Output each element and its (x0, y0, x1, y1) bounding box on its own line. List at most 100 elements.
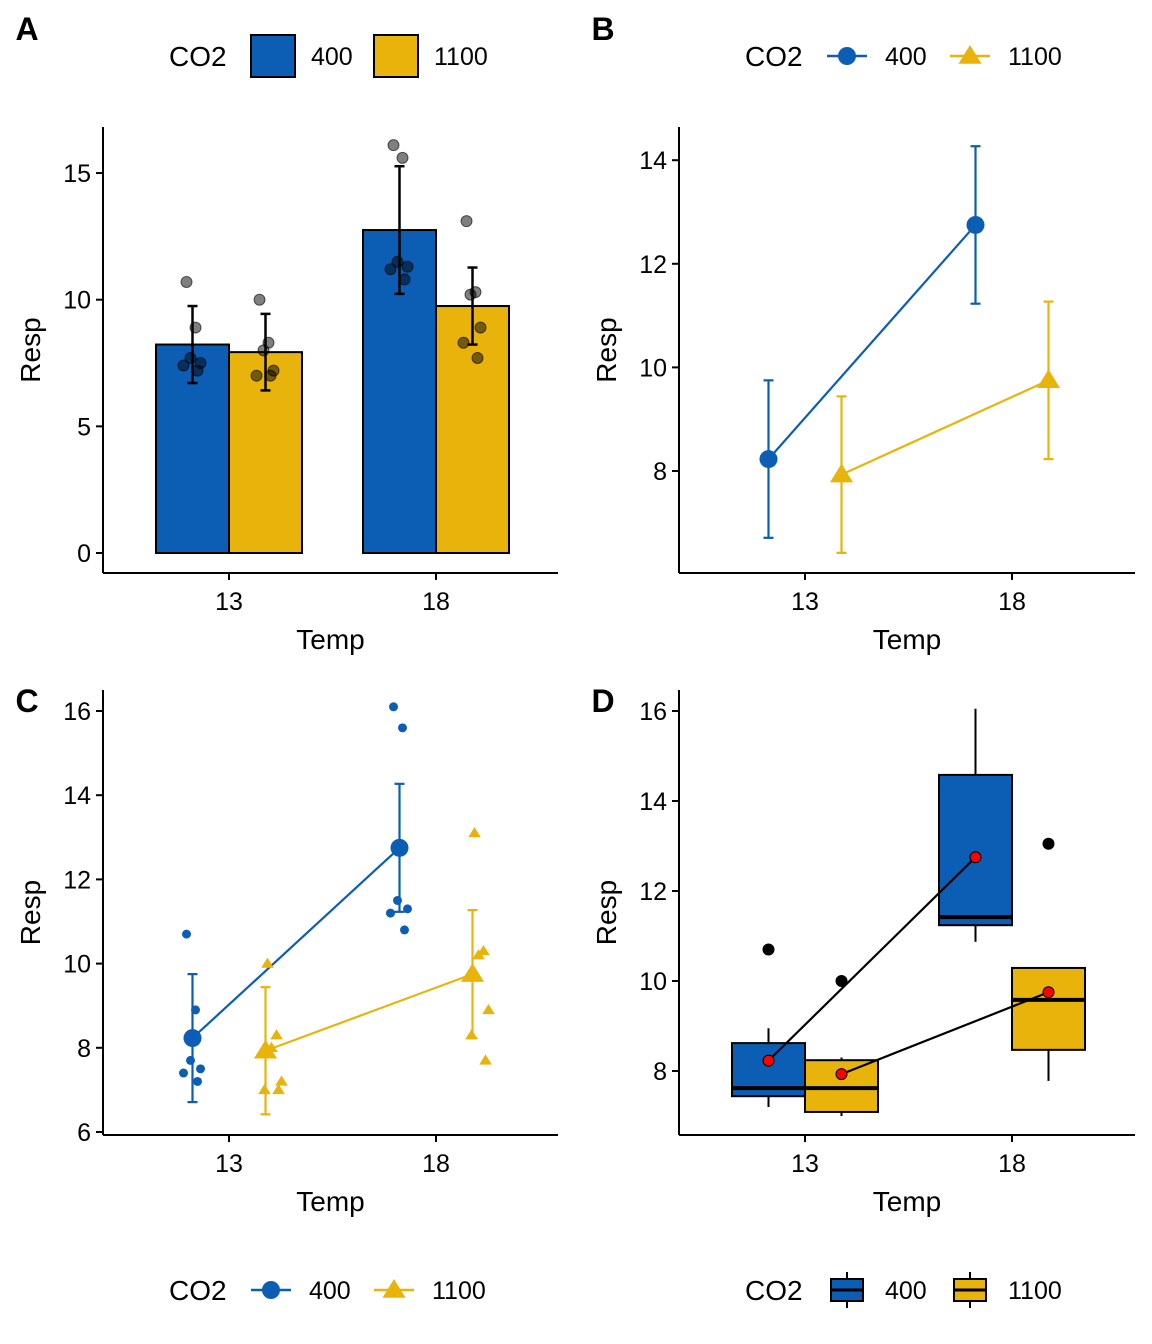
y-axis-label: Resp (15, 880, 46, 945)
y-axis-label: Resp (591, 880, 622, 945)
mean-line (767, 856, 977, 1062)
y-tick-label: 8 (653, 1058, 667, 1086)
legend-title: CO2 (745, 1275, 803, 1306)
data-point (474, 321, 487, 334)
data-point (472, 949, 485, 960)
y-tick-label: 6 (77, 1119, 91, 1147)
mean-marker (1036, 369, 1061, 389)
x-tick-label: 18 (998, 1150, 1026, 1178)
box (804, 1059, 879, 1113)
x-tick-label: 13 (791, 1150, 819, 1178)
panel-label: C (15, 683, 38, 719)
series-line (265, 973, 473, 1052)
data-point (479, 1054, 492, 1065)
data-point (193, 1076, 202, 1086)
data-point (457, 336, 470, 349)
x-axis-label: Temp (296, 1186, 364, 1217)
y-tick-label: 8 (77, 1035, 91, 1063)
data-point (401, 260, 414, 273)
data-point (460, 215, 473, 228)
data-point (191, 364, 204, 377)
legend-label: 1100 (434, 43, 488, 71)
mean-marker (183, 1029, 202, 1048)
x-tick-label: 18 (422, 1150, 450, 1178)
x-axis-label: Temp (873, 624, 941, 655)
data-point (398, 273, 411, 286)
mean-marker (1042, 986, 1055, 999)
panel-c: C 6 8 10 12 14 16 13 18 Temp Resp CO2 400 1100 (15, 683, 558, 1306)
data-point (393, 895, 402, 905)
y-tick-label: 0 (77, 540, 91, 568)
legend-label: 400 (885, 43, 927, 71)
data-point (264, 369, 277, 382)
mean-marker (460, 963, 485, 982)
x-axis-label: Temp (296, 624, 364, 655)
data-point (403, 904, 412, 914)
data-point (186, 1055, 195, 1065)
y-tick-label: 10 (63, 951, 91, 979)
mean-marker (762, 1054, 775, 1067)
data-point (253, 293, 266, 306)
legend-label: 1100 (1008, 1277, 1062, 1305)
y-tick-label: 12 (639, 878, 667, 906)
mean-marker (253, 1039, 278, 1059)
legend: CO2 400 1100 (169, 34, 488, 78)
y-tick-label: 5 (77, 413, 91, 441)
data-point (250, 369, 263, 382)
legend-title: CO2 (745, 41, 803, 72)
y-axis-label: Resp (591, 317, 622, 382)
data-point (391, 255, 404, 268)
data-point (398, 723, 407, 733)
panel-label: B (591, 11, 614, 47)
x-tick-label: 18 (422, 588, 450, 616)
y-axis-label: Resp (15, 317, 46, 382)
legend-key-marker (262, 1281, 280, 1299)
data-point (261, 957, 274, 968)
data-point (482, 1003, 495, 1015)
data-point (196, 1064, 205, 1074)
data-point (257, 344, 270, 357)
legend: CO2 400 1100 (169, 1275, 486, 1306)
data-point (272, 1083, 285, 1095)
legend-label: 400 (885, 1277, 927, 1305)
legend-label: 1100 (1008, 43, 1062, 71)
outlier (1042, 837, 1055, 850)
legend: CO2 400 1100 (745, 1272, 1062, 1308)
bar (435, 305, 510, 554)
series-line (191, 847, 401, 1039)
y-tick-label: 14 (639, 147, 667, 175)
legend-label: 400 (309, 1277, 351, 1305)
mean-marker (390, 838, 409, 857)
data-point (384, 263, 397, 276)
y-tick-label: 8 (653, 458, 667, 486)
data-point (182, 929, 191, 939)
x-tick-label: 13 (215, 1150, 243, 1178)
data-point (387, 139, 400, 152)
y-tick-label: 16 (639, 698, 667, 726)
data-point (177, 359, 190, 372)
x-axis-label: Temp (873, 1186, 941, 1217)
data-point (275, 1075, 288, 1086)
mean-line (841, 991, 1049, 1076)
legend-title: CO2 (169, 41, 227, 72)
x-tick-label: 13 (791, 588, 819, 616)
data-point (400, 925, 409, 935)
outlier (835, 975, 848, 987)
panel-label: D (591, 683, 614, 719)
legend-label: 1100 (432, 1277, 486, 1305)
x-tick-label: 18 (998, 588, 1026, 616)
legend-key (373, 34, 419, 78)
series-line (841, 379, 1049, 476)
box (938, 773, 1013, 927)
mean-marker (969, 851, 982, 864)
data-point (464, 288, 477, 301)
data-point (184, 351, 197, 364)
panel-b: B 8 10 12 14 13 18 Temp Resp CO2 400 1100 (591, 11, 1135, 655)
y-tick-label: 10 (639, 968, 667, 996)
y-tick-label: 10 (639, 354, 667, 382)
y-tick-label: 12 (639, 251, 667, 279)
x-tick-label: 13 (215, 588, 243, 616)
mean-marker (759, 450, 778, 469)
panel-label: A (15, 11, 38, 47)
